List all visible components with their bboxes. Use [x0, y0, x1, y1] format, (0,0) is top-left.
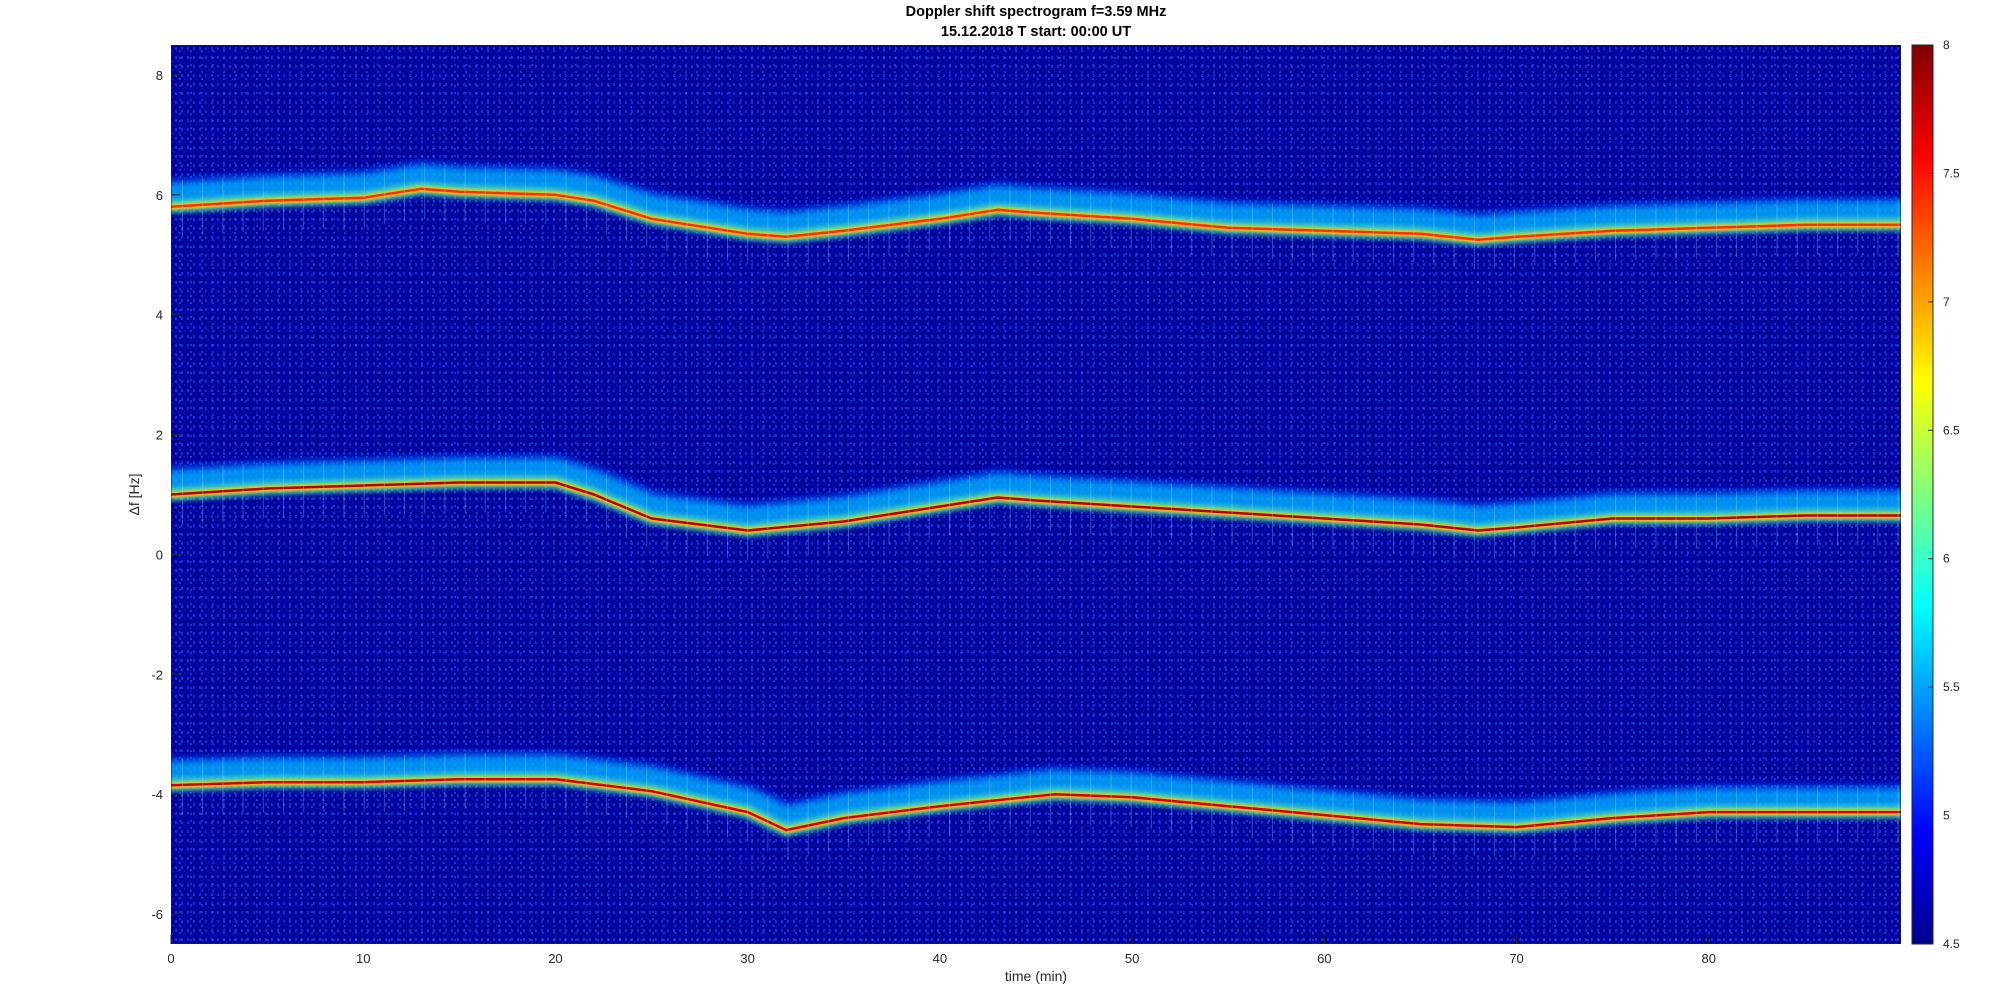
x-tick-label: 40 — [933, 951, 947, 966]
x-tick-label: 60 — [1317, 951, 1331, 966]
x-tick-label: 30 — [740, 951, 754, 966]
colorbar-tick-label: 6 — [1943, 552, 1950, 566]
colorbar-tick-label: 7.5 — [1943, 166, 1960, 180]
trace-3-band — [171, 756, 1901, 830]
y-tick-label: 2 — [156, 428, 163, 443]
y-tick-label: 8 — [156, 68, 163, 83]
plot-area — [171, 45, 1901, 944]
x-tick-label: 0 — [167, 951, 174, 966]
colorbar: 8 7.5 7 6.5 6 5.5 5 4.5 — [1911, 38, 1960, 951]
colorbar-tick-label: 5 — [1943, 809, 1950, 823]
trace-2-ridge — [171, 481, 1901, 532]
trace-1-band — [171, 165, 1901, 239]
trace-3-ridge — [171, 777, 1901, 832]
chart-subtitle: 15.12.2018 T start: 00:00 UT — [940, 24, 1132, 40]
colorbar-tick-label: 4.5 — [1943, 937, 1960, 951]
x-axis-label: time (min) — [1005, 968, 1067, 984]
colorbar-gradient — [1911, 44, 1934, 945]
trace-2-band — [171, 459, 1901, 530]
x-tick-label: 50 — [1125, 951, 1139, 966]
x-tick-label: 20 — [548, 951, 562, 966]
x-tick-label: 80 — [1702, 951, 1716, 966]
y-tick-label: -4 — [151, 787, 163, 802]
x-tick-label: 70 — [1509, 951, 1523, 966]
y-tick-label: 6 — [156, 188, 163, 203]
y-tick-label: -2 — [151, 667, 163, 682]
y-tick-label: -6 — [151, 907, 163, 922]
colorbar-tick-label: 5.5 — [1943, 680, 1960, 694]
chart-title: Doppler shift spectrogram f=3.59 MHz — [905, 4, 1167, 20]
trace-1-ridge — [171, 187, 1901, 242]
colorbar-tick-label: 6.5 — [1943, 423, 1960, 437]
x-tick-label: 10 — [356, 951, 370, 966]
colorbar-tick-label: 8 — [1943, 38, 1950, 52]
y-axis-label: Δf [Hz] — [126, 473, 142, 515]
x-axis: 0 10 20 30 40 50 60 70 80 — [167, 935, 1716, 966]
colorbar-tick-label: 7 — [1943, 295, 1950, 309]
y-tick-label: 0 — [156, 547, 163, 562]
y-axis: 8 6 4 2 0 -2 -4 -6 — [151, 68, 180, 922]
y-tick-label: 4 — [156, 308, 163, 323]
